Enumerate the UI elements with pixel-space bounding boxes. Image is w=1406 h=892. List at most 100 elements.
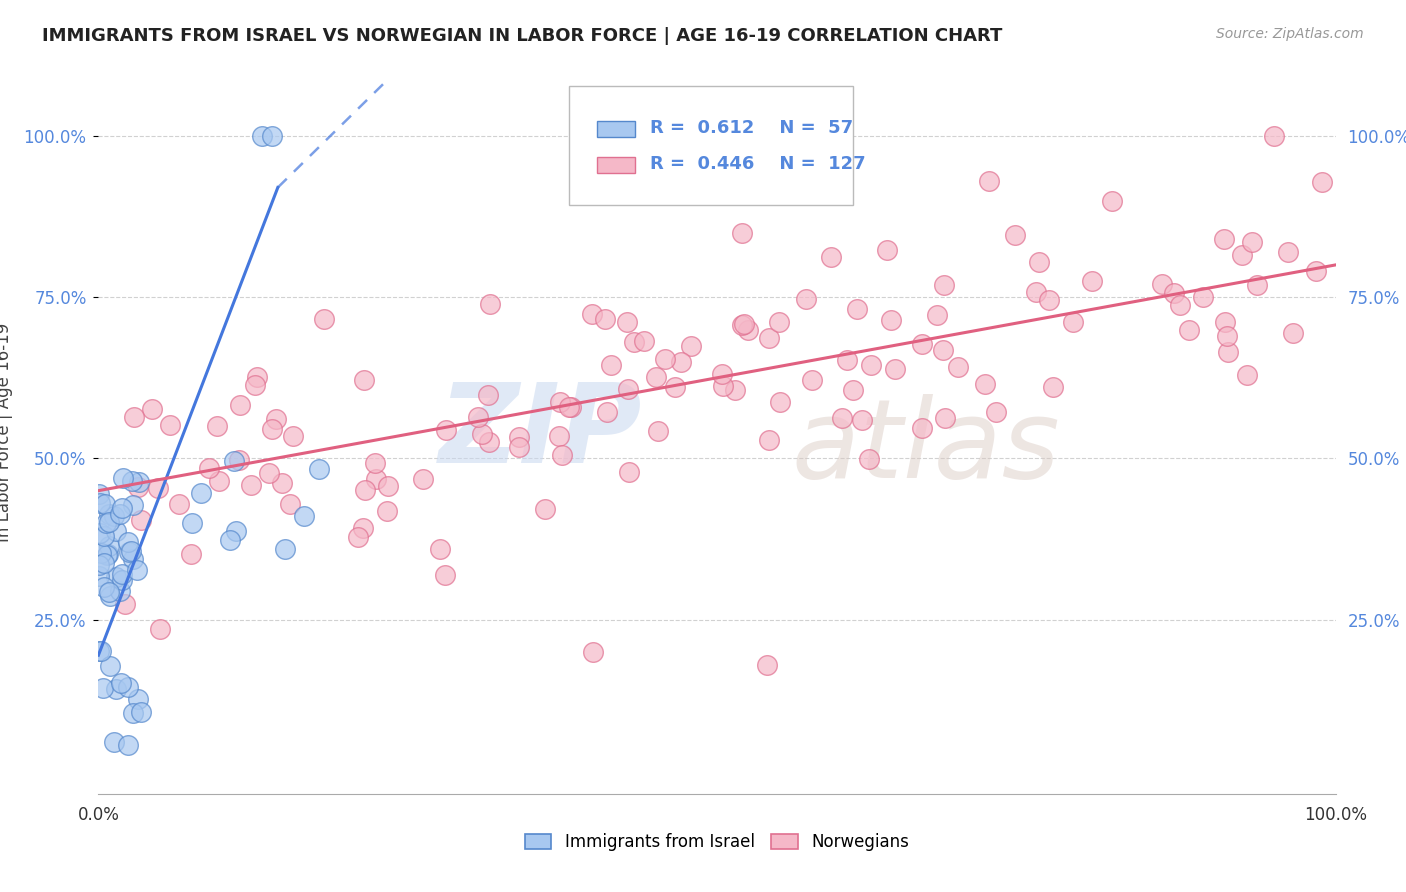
Point [91,681,114,695]
Point [731,318,754,332]
Point [433,567,456,582]
Point [118,544,141,558]
Point [1230,248,1253,262]
Point [1310,175,1333,189]
Point [97,585,120,599]
Point [127,691,149,706]
Point [1163,285,1185,300]
Point [225,524,247,539]
Point [125,563,148,577]
Point [198,461,221,475]
Point [364,473,387,487]
Point [794,292,817,306]
Point [733,318,755,332]
Point [533,501,555,516]
Point [581,307,603,321]
Point [127,480,149,494]
Point [111,471,134,485]
Point [353,521,375,535]
Point [87,643,110,657]
Point [1004,228,1026,243]
Point [927,308,949,322]
Point [769,395,792,409]
Point [841,384,863,398]
Point [278,497,301,511]
Point [121,475,143,489]
Point [250,128,273,143]
Point [260,128,283,143]
Point [467,409,489,424]
Point [229,398,252,412]
Point [1246,277,1268,292]
Point [87,486,110,500]
Point [616,315,638,329]
Point [1213,232,1236,246]
Point [208,475,231,489]
Point [1042,380,1064,394]
Point [820,250,842,264]
Point [312,311,335,326]
Point [1168,298,1191,312]
Point [364,456,387,470]
Point [110,573,132,587]
Point [800,373,823,387]
Point [122,410,145,425]
FancyBboxPatch shape [568,86,853,205]
Point [96,516,118,531]
Point [98,516,121,530]
Point [87,558,110,572]
Point [633,334,655,348]
Point [1216,329,1239,343]
Point [1282,326,1305,341]
Point [97,540,120,554]
Point [96,548,118,562]
Point [837,352,859,367]
Point [582,645,605,659]
Point [228,453,250,467]
Point [558,400,581,414]
Point [647,424,669,438]
Point [89,496,111,510]
Point [973,377,995,392]
Point [508,430,530,444]
Point [932,343,955,357]
Point [560,400,582,414]
Point [122,552,145,566]
Point [141,402,163,417]
Point [149,622,172,636]
Point [979,174,1001,188]
Point [93,556,115,570]
Point [876,243,898,257]
Point [108,584,131,599]
Point [654,351,676,366]
Text: IMMIGRANTS FROM ISRAEL VS NORWEGIAN IN LABOR FORCE | AGE 16-19 CORRELATION CHART: IMMIGRANTS FROM ISRAEL VS NORWEGIAN IN L… [42,27,1002,45]
Point [1192,290,1215,304]
Point [93,528,115,542]
Point [1277,245,1299,260]
Point [550,449,572,463]
Point [94,497,117,511]
Point [97,547,120,561]
Point [105,570,128,584]
Point [550,395,572,409]
Point [596,405,619,419]
Point [98,659,121,673]
Point [274,542,297,557]
Text: ZIP: ZIP [439,379,643,486]
Point [105,524,128,539]
Point [90,546,112,560]
Point [1062,315,1084,329]
Point [617,465,640,479]
Point [111,566,134,581]
Point [731,226,754,240]
Point [87,568,110,582]
Point [1081,274,1104,288]
Text: Source: ZipAtlas.com: Source: ZipAtlas.com [1216,27,1364,41]
Text: R =  0.446    N =  127: R = 0.446 N = 127 [650,155,866,173]
Point [117,738,139,752]
Point [224,454,246,468]
Point [664,380,686,394]
Legend: Immigrants from Israel, Norwegians: Immigrants from Israel, Norwegians [519,827,915,858]
Point [117,680,139,694]
Point [1028,255,1050,269]
